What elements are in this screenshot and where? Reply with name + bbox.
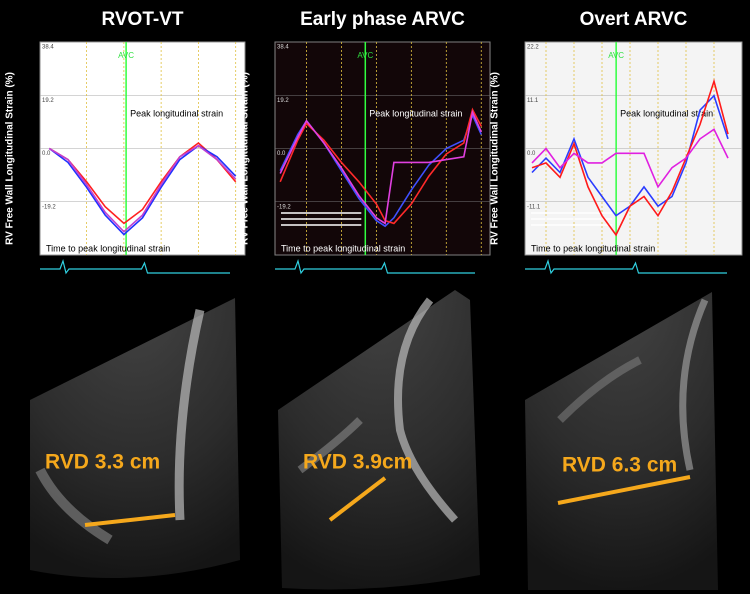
rvd-label: RVD 3.3 cm (45, 451, 160, 474)
y-tick-label: -19.2 (277, 204, 291, 210)
y-tick-label: 11.1 (527, 98, 539, 104)
y-tick-label: 38.4 (277, 45, 289, 51)
ecg-trace (275, 258, 475, 275)
ecg-trace (40, 258, 230, 275)
y-axis-label: RV Free Wall Longitudinal Strain (%) (490, 72, 501, 245)
y-tick-label: 0.0 (42, 151, 51, 157)
echo-image (278, 290, 480, 590)
y-axis-label: RV Free Wall Longitudinal Strain (%) (240, 72, 251, 245)
time-to-peak-label: Time to peak longitudinal strain (46, 243, 170, 253)
strain-curve (279, 109, 483, 225)
rvd-label: RVD 3.9cm (303, 451, 412, 474)
avc-label: AVC (608, 51, 624, 60)
y-tick-label: 19.2 (42, 98, 54, 104)
y-tick-label: 22.2 (527, 45, 539, 51)
avc-label: AVC (118, 51, 134, 60)
y-tick-label: 0.0 (527, 151, 536, 157)
peak-label: Peak longitudinal strain (130, 108, 223, 118)
y-tick-label: 19.2 (277, 98, 289, 104)
chart-title: RVOT-VT (102, 9, 184, 30)
echo-image (30, 298, 240, 578)
chart-title: Early phase ARVC (300, 9, 465, 30)
y-tick-label: 38.4 (42, 45, 54, 51)
rvd-label: RVD 6.3 cm (562, 454, 677, 477)
peak-label: Peak longitudinal strain (620, 108, 713, 118)
strain-curve (531, 128, 729, 189)
strain-curve (531, 78, 729, 237)
time-to-peak-label: Time to peak longitudinal strain (531, 243, 655, 253)
ecg-trace (525, 258, 727, 275)
y-tick-label: -19.2 (42, 204, 56, 210)
strain-curve (48, 144, 237, 233)
y-tick-label: -11.1 (527, 204, 541, 210)
peak-label: Peak longitudinal strain (369, 108, 462, 118)
chart-title: Overt ARVC (580, 9, 688, 30)
time-to-peak-label: Time to peak longitudinal strain (281, 243, 405, 253)
echo-image (525, 292, 718, 590)
y-tick-label: 0.0 (277, 151, 286, 157)
avc-label: AVC (357, 51, 373, 60)
y-axis-label: RV Free Wall Longitudinal Strain (%) (5, 72, 16, 245)
